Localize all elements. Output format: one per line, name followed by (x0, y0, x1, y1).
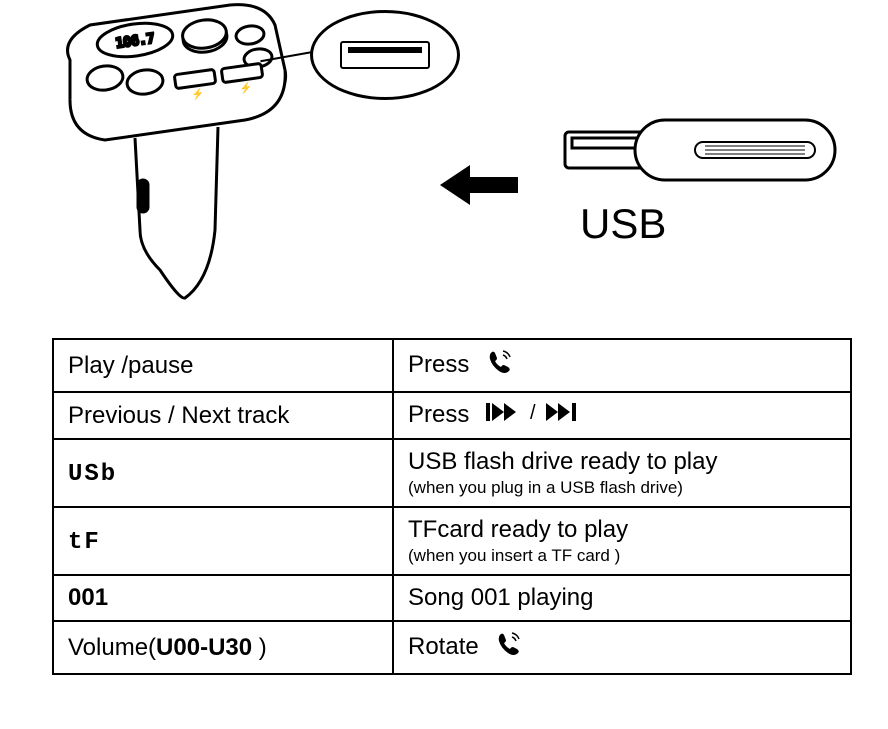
cell-action: Rotate (393, 621, 851, 674)
table-row: Volume(U00-U30 ) Rotate (53, 621, 851, 674)
cell-action: Press (393, 339, 851, 392)
usb-port-icon (340, 41, 430, 69)
table-row: 001 Song 001 playing (53, 575, 851, 621)
cell-function: tF (53, 507, 393, 575)
cell-function: USb (53, 439, 393, 507)
cell-action: Song 001 playing (393, 575, 851, 621)
table-row: USb USB flash drive ready to play (when … (53, 439, 851, 507)
cell-action: Press / (393, 392, 851, 439)
cell-function: Play /pause (53, 339, 393, 392)
svg-text:/: / (530, 402, 536, 423)
cell-action: USB flash drive ready to play (when you … (393, 439, 851, 507)
controls-table: Play /pause Press Previous / Next track … (52, 338, 852, 675)
cell-function: 001 (53, 575, 393, 621)
cell-action: TFcard ready to play (when you insert a … (393, 507, 851, 575)
prev-next-icon: / (486, 401, 586, 430)
seg-display-tf: tF (68, 529, 101, 556)
phone-icon (495, 630, 523, 665)
table-row: Play /pause Press (53, 339, 851, 392)
diagram-area: 106.7 ⚡ ⚡ (0, 0, 888, 320)
cell-function: Volume(U00-U30 ) (53, 621, 393, 674)
table-row: Previous / Next track Press / (53, 392, 851, 439)
usb-port-callout (310, 10, 460, 100)
phone-icon (486, 348, 514, 383)
device-illustration: 106.7 ⚡ ⚡ (40, 0, 300, 310)
arrow-left-icon (440, 160, 520, 210)
usb-drive-illustration (560, 110, 850, 190)
usb-label: USB (580, 200, 666, 248)
cell-function: Previous / Next track (53, 392, 393, 439)
song-number: 001 (68, 584, 108, 611)
table-row: tF TFcard ready to play (when you insert… (53, 507, 851, 575)
seg-display-usb: USb (68, 461, 117, 488)
